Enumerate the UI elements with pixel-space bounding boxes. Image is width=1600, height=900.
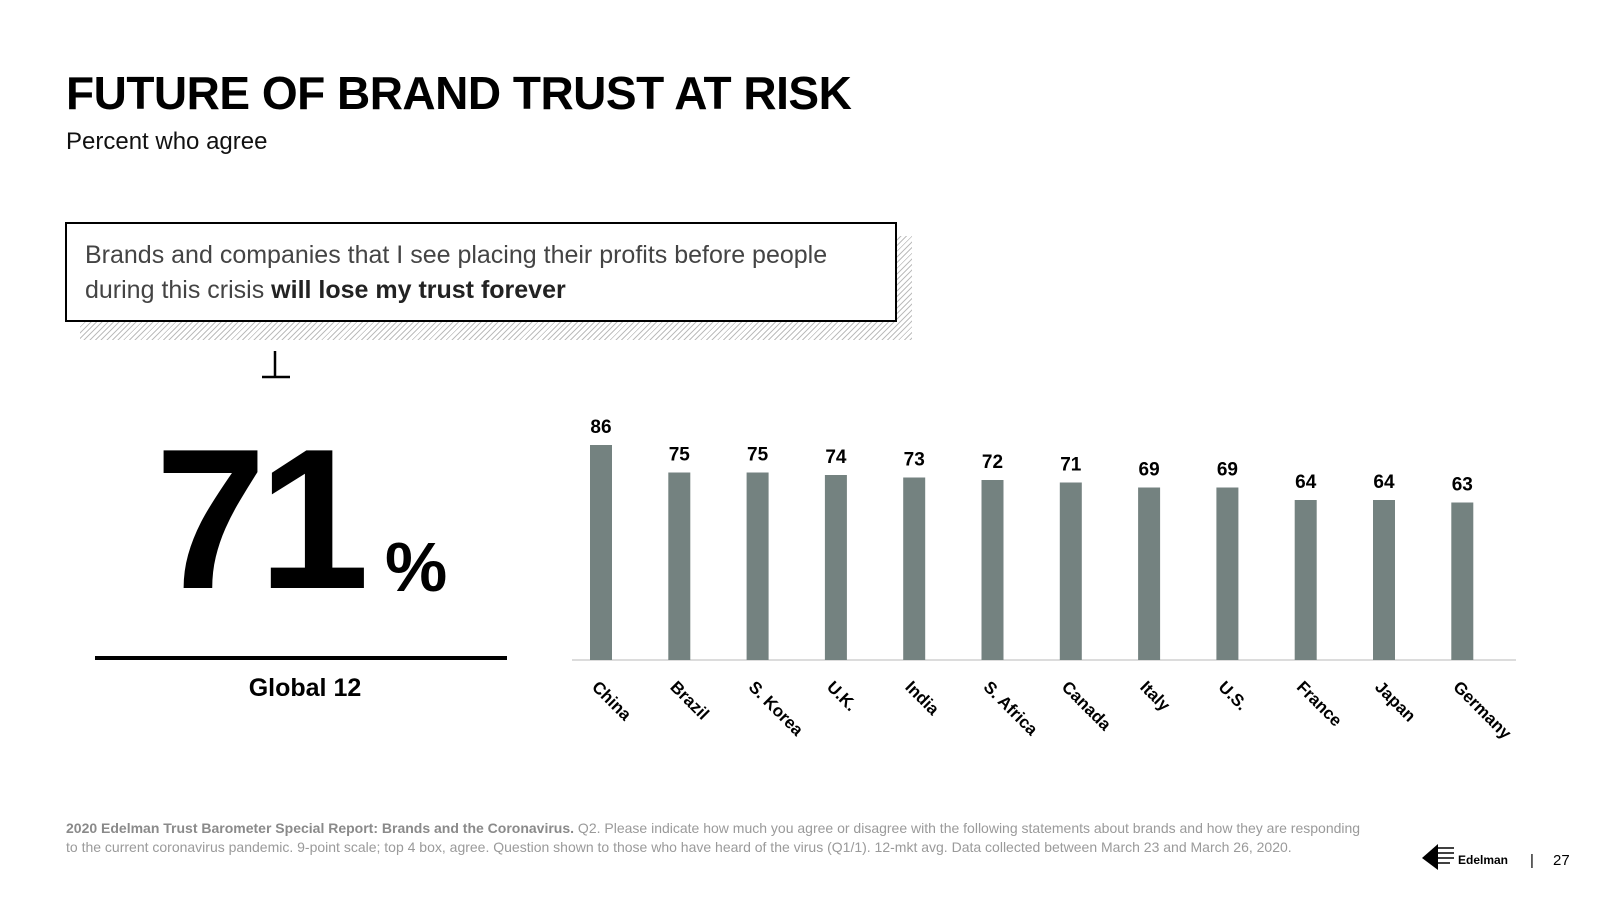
category-label: Brazil <box>666 677 712 723</box>
global-percentage-value: 71 <box>155 408 369 631</box>
bar-china <box>590 445 612 660</box>
bar-value-label: 75 <box>747 445 769 466</box>
slide-subtitle: Percent who agree <box>66 128 268 155</box>
statement-emphasis: will lose my trust forever <box>271 276 566 304</box>
bar-value-label: 64 <box>1373 472 1395 493</box>
bar-s-africa <box>981 480 1004 660</box>
bar-value-label: 69 <box>1217 460 1238 481</box>
category-label: Italy <box>1136 677 1174 715</box>
category-label: Germany <box>1449 677 1515 743</box>
statement-lead: Brands and companies that I see placing … <box>85 241 828 304</box>
bar-value-label: 69 <box>1139 460 1160 481</box>
bar-value-label: 86 <box>590 417 611 438</box>
category-label: U.K. <box>823 677 860 714</box>
bar-value-label: 74 <box>825 447 847 468</box>
category-label: India <box>901 677 943 719</box>
brand-name: Edelman <box>1458 853 1509 867</box>
bar-italy <box>1138 487 1161 660</box>
bar-value-label: 71 <box>1060 455 1082 476</box>
bar-france <box>1294 500 1317 660</box>
category-label: S. Africa <box>980 677 1042 739</box>
page-number: 27 <box>1553 852 1570 869</box>
slide-title: FUTURE OF BRAND TRUST AT RISK <box>66 67 852 119</box>
bar-japan <box>1373 500 1395 660</box>
statement-box: Brands and companies that I see placing … <box>65 222 897 322</box>
bar-india <box>903 477 926 660</box>
source-footnote: 2020 Edelman Trust Barometer Special Rep… <box>66 819 1366 857</box>
bar-s-korea <box>746 472 769 660</box>
global-label: Global 12 <box>248 674 362 702</box>
footnote-source: 2020 Edelman Trust Barometer Special Rep… <box>66 820 575 836</box>
category-label: China <box>588 677 635 724</box>
up-tack-icon <box>262 351 290 379</box>
bar-canada <box>1059 482 1082 660</box>
global-divider <box>95 656 507 660</box>
bar-u-k <box>824 475 847 660</box>
bar-u-s <box>1216 487 1239 660</box>
bar-value-label: 73 <box>904 450 925 471</box>
category-label: Canada <box>1058 677 1115 734</box>
bar-value-label: 72 <box>982 452 1003 473</box>
bar-value-label: 64 <box>1295 472 1317 493</box>
page-separator: | <box>1530 852 1534 869</box>
category-label: France <box>1293 677 1346 730</box>
bar-value-label: 63 <box>1452 475 1473 496</box>
footnote-text: Q2. Please indicate how much you agree o… <box>66 820 1361 855</box>
category-label: S. Korea <box>745 677 808 740</box>
category-label: U.S. <box>1215 677 1252 714</box>
bar-germany <box>1451 502 1474 660</box>
global-percentage-unit: % <box>385 528 448 606</box>
edelman-logo-icon <box>1422 844 1454 870</box>
category-label: Japan <box>1371 677 1419 725</box>
bar-brazil <box>668 472 691 660</box>
country-bar-chart: 86 75 75 74 73 72 71 69 69 64 64 63 China Brazil S. K… <box>572 417 1516 743</box>
bar-value-label: 75 <box>669 445 691 466</box>
